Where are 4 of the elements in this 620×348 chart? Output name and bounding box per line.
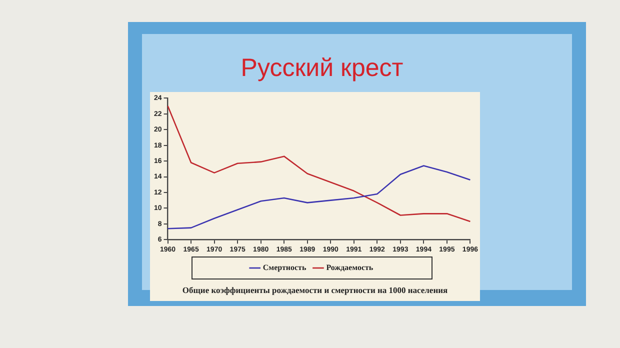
legend-label: Рождаемость: [326, 263, 374, 272]
legend-label: Смертность: [262, 263, 307, 272]
chart-title: Русский крест: [240, 54, 404, 83]
text: Общие коэффициенты рождаемости и смертности на 1000 населения: [150, 282, 480, 301]
